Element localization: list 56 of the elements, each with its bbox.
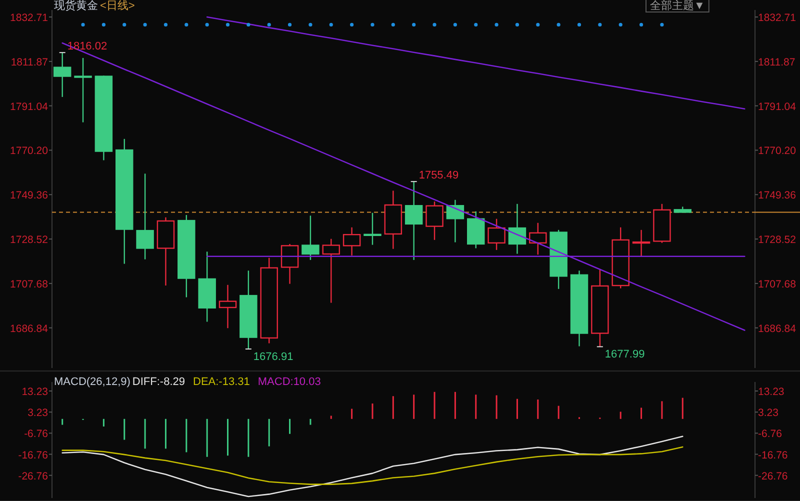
text: MACD:10.03: [258, 376, 321, 388]
y2-tick-label: 1791.04: [758, 100, 796, 113]
candlestick: [136, 173, 154, 260]
y-tick-label: 1770.20: [10, 145, 48, 158]
candlestick: [508, 203, 526, 254]
candlestick: [529, 222, 547, 256]
annotation: 1816.02: [67, 40, 108, 53]
y2-tick-label: -6.76: [758, 428, 782, 440]
annotation: 全部主题▼: [650, 0, 705, 12]
candlestick: [74, 57, 92, 123]
y2-tick-label: 13.23: [758, 386, 784, 398]
annotation: 1676.91: [253, 351, 294, 364]
text: DEA:-13.31: [193, 376, 250, 388]
candlestick: [364, 212, 382, 246]
y2-tick-label: -26.76: [758, 470, 788, 482]
y-tick-label: -26.76: [18, 470, 48, 482]
candlestick: [632, 229, 650, 258]
y-tick-label: 1686.84: [10, 322, 48, 335]
y-tick-label: -6.76: [24, 428, 48, 440]
line-series: [62, 446, 684, 485]
y-tick-label: 3.23: [28, 407, 48, 420]
candlestick: [53, 52, 72, 98]
y-tick-label: 13.23: [22, 386, 48, 398]
line-series: [62, 436, 684, 498]
y-tick-label: -16.76: [18, 449, 48, 462]
y2-tick-label: 1770.20: [758, 145, 796, 158]
candlestick: [322, 238, 340, 304]
line-series: [206, 16, 746, 110]
candlestick: [404, 180, 423, 261]
annotation: 1677.99: [604, 348, 645, 361]
candlestick: [488, 218, 506, 251]
y2-tick-label: 1707.68: [758, 278, 796, 290]
candlestick: [302, 215, 320, 261]
y2-tick-label: 1811.87: [758, 56, 796, 68]
line-series: [62, 42, 746, 331]
candlestick: [218, 284, 237, 329]
y-tick-label: 1749.36: [10, 190, 48, 202]
chart-title: 现货黄金: [54, 0, 98, 12]
chart-title: MACD(26,12,9): [54, 376, 130, 388]
y2-tick-label: 1686.84: [758, 322, 796, 335]
y2-tick-label: 1832.71: [758, 12, 796, 24]
y-tick-label: 1728.52: [10, 234, 48, 246]
candlestick: [426, 200, 444, 241]
y-tick-label: 1811.87: [10, 56, 48, 68]
annotation: 1755.49: [418, 170, 459, 182]
candlestick: [280, 243, 299, 284]
y-tick-label: 1832.71: [10, 12, 48, 24]
chart-subtitle: <日线>: [100, 0, 135, 12]
y-tick-label: 1791.04: [10, 100, 48, 113]
y2-tick-label: -16.76: [758, 449, 788, 462]
y2-tick-label: 1728.52: [758, 234, 796, 246]
text: DIFF:-8.29: [132, 376, 185, 388]
y-tick-label: 1707.68: [10, 278, 48, 290]
y2-tick-label: 1749.36: [758, 190, 796, 202]
y2-tick-label: 3.23: [758, 407, 779, 420]
candlestick: [342, 226, 361, 256]
